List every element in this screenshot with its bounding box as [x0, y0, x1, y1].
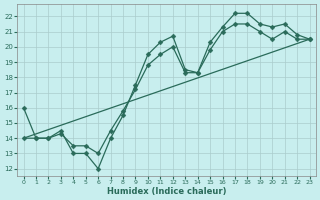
X-axis label: Humidex (Indice chaleur): Humidex (Indice chaleur): [107, 187, 226, 196]
